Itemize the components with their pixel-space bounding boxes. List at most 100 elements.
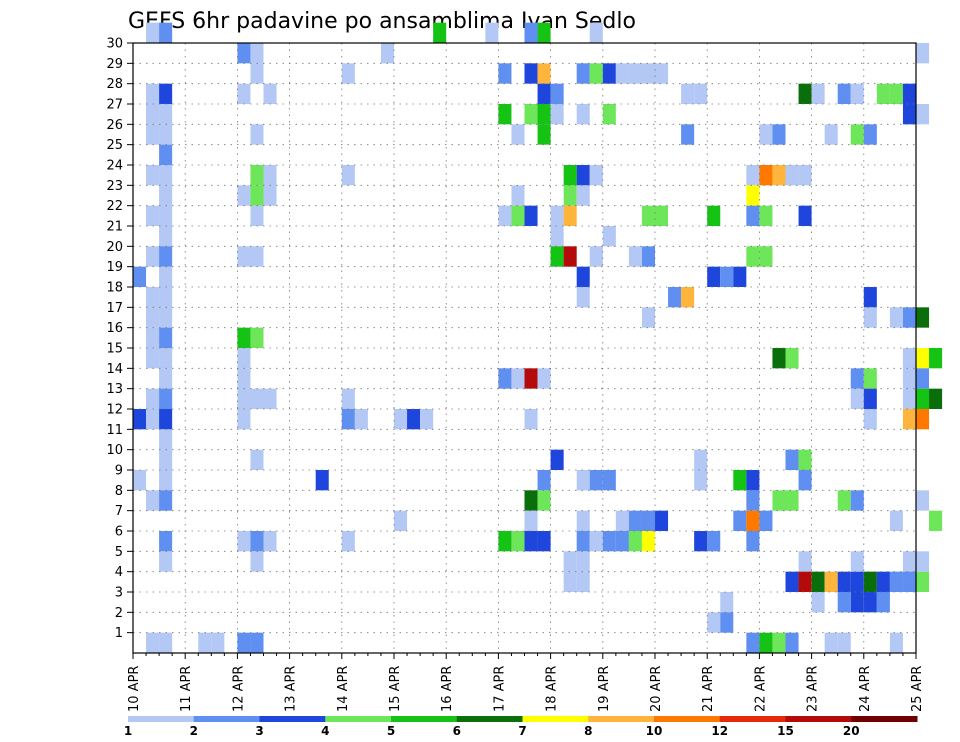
legend-swatch xyxy=(719,716,786,722)
heatmap-cell xyxy=(902,83,916,104)
heatmap-cell xyxy=(237,327,251,348)
heatmap-cell xyxy=(537,104,551,125)
x-tick-label: 24 APR xyxy=(858,666,873,712)
heatmap-cell xyxy=(537,470,551,491)
heatmap-cell xyxy=(902,348,916,369)
heatmap-cell xyxy=(902,104,916,125)
heatmap-cell xyxy=(837,571,851,592)
legend-label: 5 xyxy=(387,724,395,738)
y-tick-label: 18 xyxy=(106,281,123,296)
y-tick-label: 9 xyxy=(115,464,123,479)
heatmap-cell xyxy=(707,531,721,552)
legend-swatch xyxy=(522,716,589,722)
heatmap-cell xyxy=(159,104,173,125)
heatmap-cell xyxy=(602,104,616,125)
heatmap-cell xyxy=(863,287,877,308)
y-tick-label: 17 xyxy=(106,301,123,316)
x-tick-label: 12 APR xyxy=(231,666,246,712)
heatmap-cell xyxy=(550,226,564,247)
heatmap-cell xyxy=(733,266,747,287)
heatmap-cell xyxy=(146,490,160,511)
heatmap-cell xyxy=(615,510,629,531)
heatmap-cell xyxy=(889,83,903,104)
legend-label: 3 xyxy=(255,724,263,738)
heatmap-cell xyxy=(550,104,564,125)
heatmap-cell xyxy=(902,368,916,389)
heatmap-cell xyxy=(524,104,538,125)
heatmap-cell xyxy=(850,490,864,511)
heatmap-cell xyxy=(615,63,629,84)
legend-label: 12 xyxy=(711,724,728,738)
heatmap-cell xyxy=(785,449,799,470)
heatmap-cell xyxy=(341,409,355,430)
heatmap-cell xyxy=(159,226,173,247)
heatmap-cell xyxy=(746,205,760,226)
heatmap-cell xyxy=(159,246,173,267)
heatmap-cell xyxy=(589,63,603,84)
heatmap-cell xyxy=(146,632,160,653)
heatmap-cell xyxy=(837,490,851,511)
heatmap-cell xyxy=(694,83,708,104)
heatmap-cell xyxy=(537,531,551,552)
heatmap-cell xyxy=(250,43,264,64)
heatmap-cell xyxy=(746,246,760,267)
legend-swatch xyxy=(851,716,918,722)
heatmap-cell xyxy=(159,165,173,186)
heatmap-cell xyxy=(798,449,812,470)
x-tick-label: 15 APR xyxy=(388,666,403,712)
heatmap-cell xyxy=(563,205,577,226)
heatmap-cell xyxy=(524,22,538,43)
heatmap-cell xyxy=(641,510,655,531)
heatmap-cell xyxy=(916,571,930,592)
heatmap-cell xyxy=(133,409,147,430)
heatmap-cell xyxy=(576,571,590,592)
heatmap-cell xyxy=(798,205,812,226)
heatmap-cell xyxy=(837,592,851,613)
y-tick-label: 11 xyxy=(106,423,123,438)
heatmap-cell xyxy=(250,185,264,206)
heatmap-cell xyxy=(576,63,590,84)
heatmap-cell xyxy=(576,165,590,186)
heatmap-cell xyxy=(498,104,512,125)
heatmap-cell xyxy=(720,612,734,633)
heatmap-cell xyxy=(524,63,538,84)
heatmap-cell xyxy=(707,205,721,226)
y-tick-label: 16 xyxy=(106,321,123,336)
heatmap-cell xyxy=(902,388,916,409)
heatmap-cell xyxy=(746,510,760,531)
legend-label: 6 xyxy=(453,724,461,738)
heatmap-cell xyxy=(772,490,786,511)
heatmap-cell xyxy=(798,571,812,592)
heatmap-cell xyxy=(250,124,264,145)
heatmap-cell xyxy=(811,83,825,104)
legend-label: 7 xyxy=(518,724,526,738)
heatmap-cell xyxy=(733,510,747,531)
heatmap-cell xyxy=(916,388,930,409)
heatmap-cell xyxy=(380,43,394,64)
y-tick-label: 12 xyxy=(106,403,123,418)
heatmap-cell xyxy=(394,510,408,531)
x-tick-label: 21 APR xyxy=(701,666,716,712)
heatmap-cell xyxy=(159,470,173,491)
y-tick-label: 30 xyxy=(106,37,123,52)
heatmap-cell xyxy=(263,531,277,552)
x-tick-label: 13 APR xyxy=(284,666,299,712)
y-tick-label: 8 xyxy=(115,484,123,499)
heatmap-cell xyxy=(159,124,173,145)
heatmap-cell xyxy=(511,124,525,145)
y-tick-label: 5 xyxy=(115,545,123,560)
heatmap-cell xyxy=(159,185,173,206)
heatmap-cell xyxy=(133,470,147,491)
y-tick-label: 24 xyxy=(106,159,123,174)
heatmap-cell xyxy=(759,205,773,226)
heatmap-cell xyxy=(420,409,434,430)
heatmap-cell xyxy=(146,348,160,369)
y-tick-label: 25 xyxy=(106,138,123,153)
heatmap-cell xyxy=(146,409,160,430)
legend-label: 2 xyxy=(190,724,198,738)
heatmap-cell xyxy=(916,348,930,369)
heatmap-cell xyxy=(498,531,512,552)
y-tick-label: 19 xyxy=(106,260,123,275)
heatmap-cell xyxy=(159,632,173,653)
heatmap-cell xyxy=(824,124,838,145)
